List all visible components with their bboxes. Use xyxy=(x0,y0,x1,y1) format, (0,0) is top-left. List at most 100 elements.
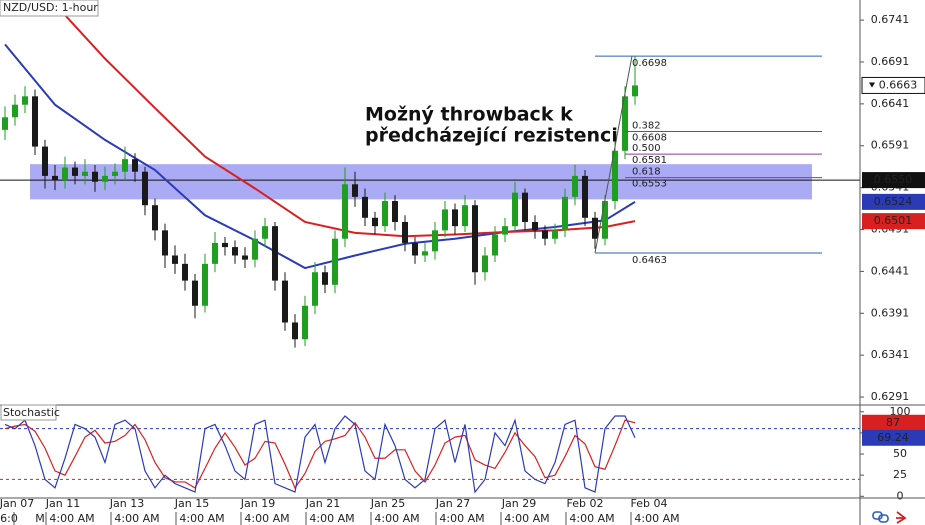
stoch-value: 87 xyxy=(886,416,900,429)
annotation: Možný throwback k xyxy=(365,104,573,126)
arrow-icon[interactable] xyxy=(896,511,907,524)
candle-body xyxy=(282,280,288,323)
x-tick-label: 4:00 AM xyxy=(49,512,94,525)
y-tick-label: 0.6341 xyxy=(871,348,910,361)
candle-body xyxy=(402,221,408,243)
x-tick-label: Jan 13 xyxy=(109,497,144,510)
candle-body xyxy=(292,322,298,340)
candle-body xyxy=(392,201,398,222)
candle-body xyxy=(192,280,198,306)
stoch-line xyxy=(4,415,636,494)
fib-ratio: 0.382 xyxy=(632,121,661,132)
candle-body xyxy=(502,226,508,235)
candle-body xyxy=(632,85,638,97)
candle-body xyxy=(302,305,308,340)
x-tick-label: Jan 27 xyxy=(435,497,470,510)
fib-ratio: 0.618 xyxy=(632,167,661,178)
candle-body xyxy=(262,226,268,239)
stoch-value-box xyxy=(862,414,925,431)
stoch-title: Stochastic xyxy=(3,406,60,419)
x-tick-label: 4:00 AM xyxy=(244,512,289,525)
candle-body xyxy=(342,184,348,239)
candle-body xyxy=(242,255,248,260)
x-tick-label: Jan 21 xyxy=(305,497,340,510)
candle-body xyxy=(582,175,588,218)
candle-body xyxy=(362,196,368,218)
x-tick-label: Feb 02 xyxy=(567,497,604,510)
candle-body xyxy=(532,221,538,231)
y-tick-label: 25 xyxy=(893,468,907,481)
x-tick-label: Jan 11 xyxy=(45,497,80,510)
candle-body xyxy=(272,226,278,281)
x-tick-label: 4:00 AM xyxy=(114,512,159,525)
ma-price-box xyxy=(862,213,925,230)
annotation: předcházející rezistenci xyxy=(365,125,618,147)
candle-body xyxy=(372,217,378,227)
candle-body xyxy=(72,167,78,176)
ma-price-box xyxy=(862,193,925,210)
candle-body xyxy=(222,242,228,248)
hline-price: 0.6550 xyxy=(874,173,913,186)
y-tick-label: 0.6391 xyxy=(871,306,910,319)
candle-body xyxy=(22,96,28,105)
candle-body xyxy=(12,104,18,118)
toolbar-icons[interactable] xyxy=(872,511,907,524)
candle-body xyxy=(212,242,218,264)
candle-body xyxy=(162,230,168,256)
y-tick-label: 0.6641 xyxy=(871,97,910,110)
x-tick-label: 4:00 AM xyxy=(439,512,484,525)
candle-body xyxy=(492,234,498,256)
x-tick-label: Jan 15 xyxy=(174,497,209,510)
y-tick-label: 0.6591 xyxy=(871,139,910,152)
candle-body xyxy=(512,192,518,227)
x-tick-label: 4:00 AM xyxy=(309,512,354,525)
candle-body xyxy=(462,205,468,227)
candle-body xyxy=(232,247,238,256)
ma-price: 0.6524 xyxy=(874,195,913,208)
y-tick-label: 100 xyxy=(890,405,911,418)
price-panel xyxy=(0,3,860,348)
fib-price: 0.6608 xyxy=(632,133,667,144)
candle-body xyxy=(92,171,98,182)
candle-body xyxy=(122,159,128,172)
y-tick-label: 0 xyxy=(897,489,904,502)
fib-price: 0.6698 xyxy=(632,58,667,69)
resistance-zone xyxy=(30,164,812,200)
candle-body xyxy=(572,175,578,197)
candle-body xyxy=(452,209,458,227)
x-tick-label: 4:00 AM xyxy=(634,512,679,525)
candle-body xyxy=(312,272,318,306)
candle-body xyxy=(412,242,418,256)
candle-body xyxy=(152,205,158,231)
y-tick-label: 50 xyxy=(893,447,907,460)
x-tick-label: Feb 04 xyxy=(631,497,668,510)
x-tick-label: Jan 19 xyxy=(240,497,275,510)
title-box xyxy=(0,0,99,17)
moving-average xyxy=(4,43,636,270)
x-tick-label: 4:00 AM xyxy=(504,512,549,525)
last-price-box xyxy=(861,76,925,94)
fib-ratio: 0.500 xyxy=(632,143,661,154)
candle-body xyxy=(252,238,258,260)
plot-layer: 0.67410.66910.66410.65910.65410.64910.64… xyxy=(0,3,925,525)
hline-price-box xyxy=(862,172,925,189)
candle-body xyxy=(542,230,548,239)
candle-body xyxy=(602,201,608,239)
candle-body xyxy=(332,238,338,285)
last-price: 0.6663 xyxy=(879,78,918,91)
candle-body xyxy=(382,201,388,227)
candle-body xyxy=(562,196,568,231)
candle-body xyxy=(142,171,148,206)
stoch-value: 69.24 xyxy=(877,431,909,444)
last-price-arrow xyxy=(869,82,875,88)
candle-body xyxy=(82,171,88,176)
candle-body xyxy=(32,96,38,147)
y-tick-label: 0.6291 xyxy=(871,390,910,403)
y-tick-label: 0.6691 xyxy=(871,55,910,68)
candle-body xyxy=(482,255,488,273)
link-icon[interactable] xyxy=(878,514,889,523)
candle-body xyxy=(42,146,48,176)
candle-body xyxy=(622,96,628,151)
candle-body xyxy=(322,272,328,285)
